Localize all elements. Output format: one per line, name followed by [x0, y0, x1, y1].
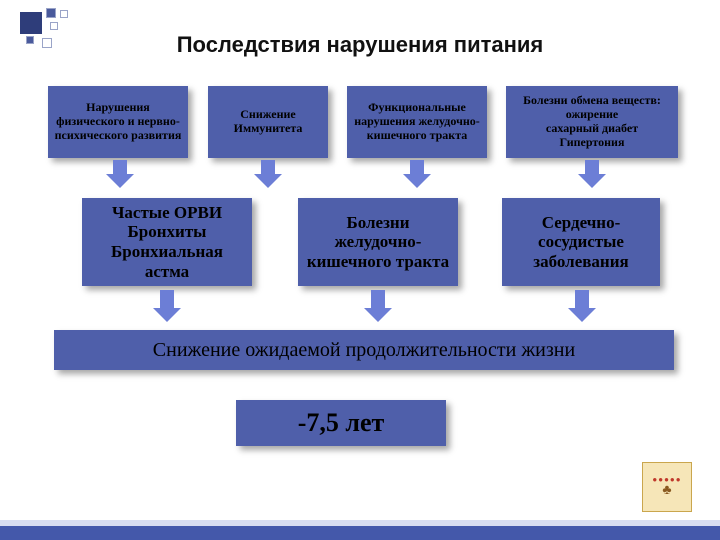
- effect-box-2: Болезни желудочно-кишечного тракта: [298, 198, 458, 286]
- outcome-box: Снижение ожидаемой продолжительности жиз…: [54, 330, 674, 370]
- effect-text: Сердечно-сосудистые заболевания: [508, 213, 654, 272]
- cause-text: Функциональные нарушения желудочно-кишеч…: [353, 101, 481, 142]
- effect-box-1: Частые ОРВИБронхитыБронхиальная астма: [82, 198, 252, 286]
- page-title: Последствия нарушения питания: [0, 32, 720, 58]
- cause-text: Снижение Иммунитета: [214, 108, 322, 136]
- footer-stripe: [0, 520, 720, 540]
- arrow-down-icon: [405, 160, 429, 188]
- effect-text: Болезни желудочно-кишечного тракта: [304, 213, 452, 272]
- cause-text: Нарушения физического и нервно-психическ…: [54, 101, 182, 142]
- arrow-down-icon: [256, 160, 280, 188]
- effect-text: Частые ОРВИБронхитыБронхиальная астма: [88, 203, 246, 281]
- logo-icon: ●●●●● ♣: [642, 462, 692, 512]
- result-box: -7,5 лет: [236, 400, 446, 446]
- cause-box-4: Болезни обмена веществ:ожирениесахарный …: [506, 86, 678, 158]
- effect-box-3: Сердечно-сосудистые заболевания: [502, 198, 660, 286]
- cause-box-3: Функциональные нарушения желудочно-кишеч…: [347, 86, 487, 158]
- arrow-down-icon: [108, 160, 132, 188]
- cause-box-1: Нарушения физического и нервно-психическ…: [48, 86, 188, 158]
- arrow-down-icon: [155, 290, 179, 322]
- arrow-down-icon: [366, 290, 390, 322]
- outcome-text: Снижение ожидаемой продолжительности жиз…: [153, 339, 575, 362]
- arrow-down-icon: [570, 290, 594, 322]
- arrow-down-icon: [580, 160, 604, 188]
- cause-box-2: Снижение Иммунитета: [208, 86, 328, 158]
- result-text: -7,5 лет: [298, 408, 385, 438]
- cause-text: Болезни обмена веществ:ожирениесахарный …: [523, 94, 661, 149]
